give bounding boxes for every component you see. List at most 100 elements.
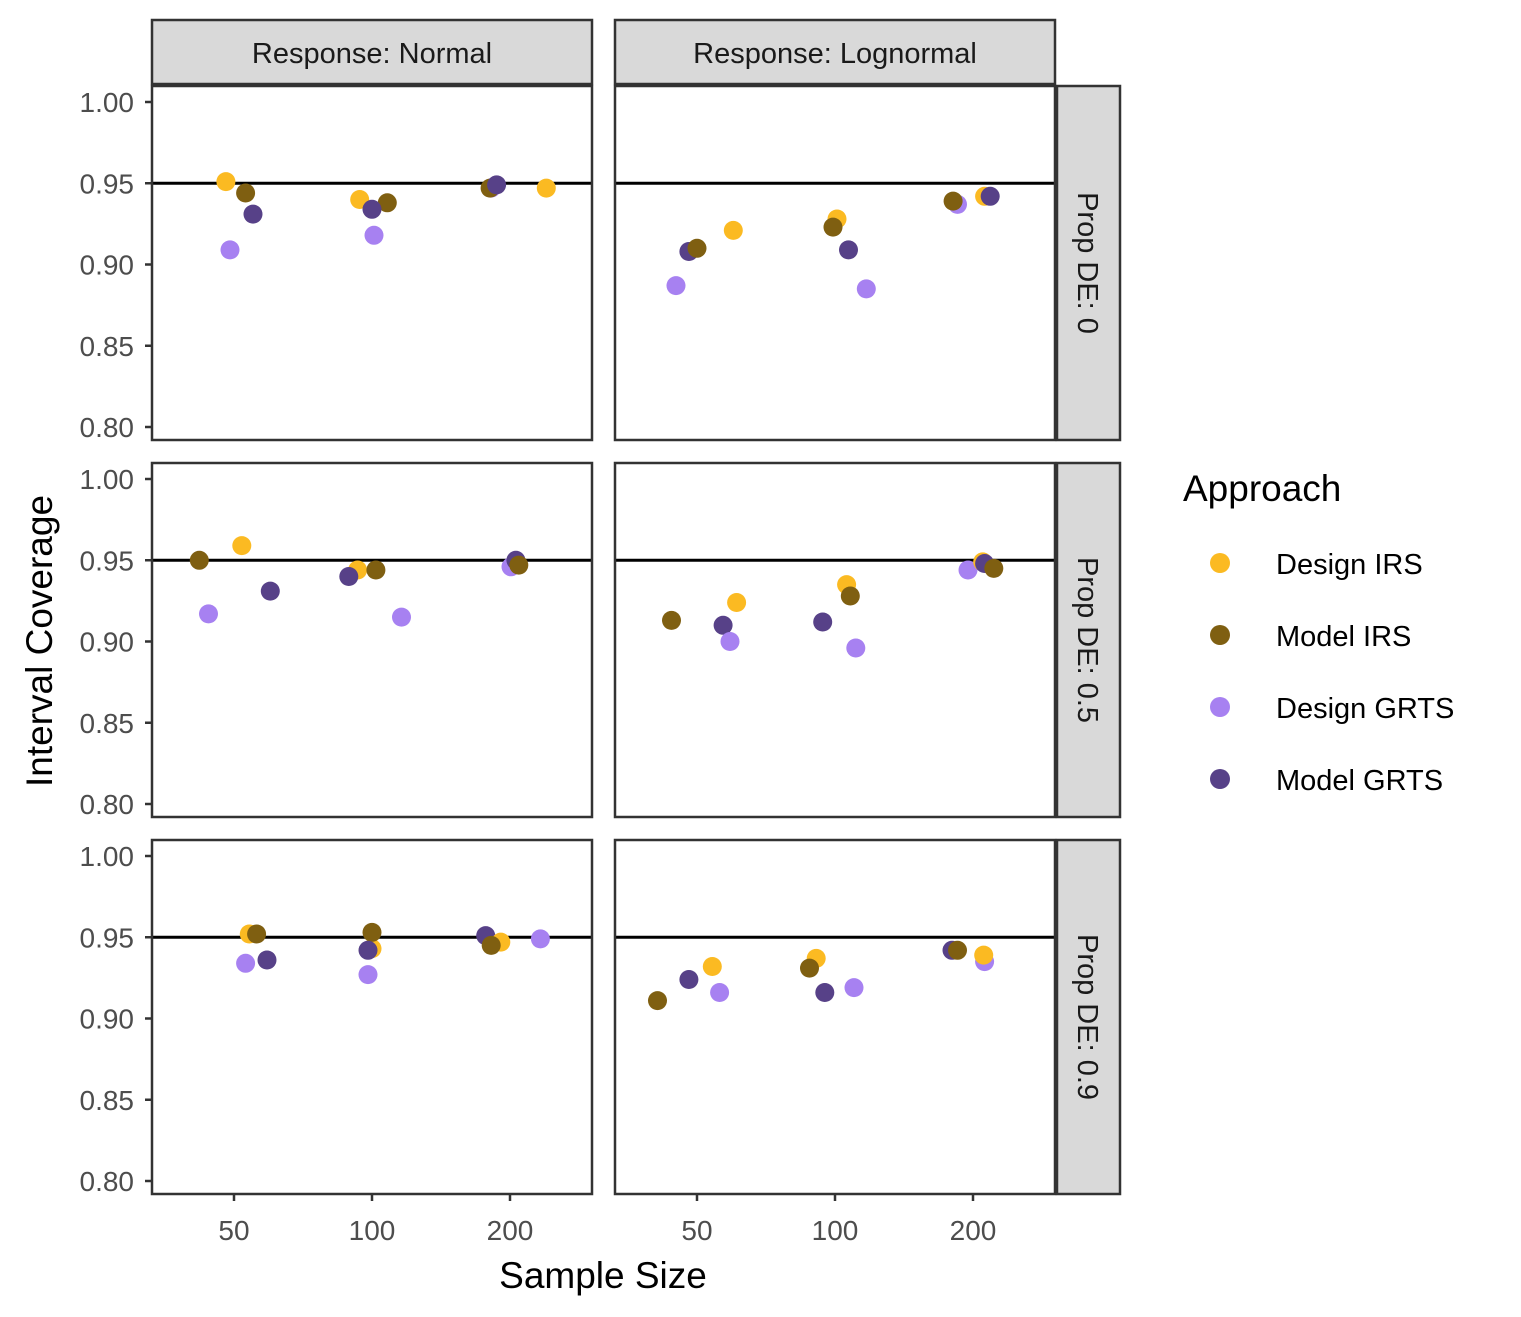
x-tick-label: 200 — [950, 1215, 997, 1246]
panel-border — [150, 838, 594, 1196]
legend-label: Model GRTS — [1276, 765, 1443, 797]
data-point-model-irs — [840, 586, 860, 606]
legend-label: Design GRTS — [1276, 693, 1454, 725]
panel-r2-c1 — [613, 838, 1057, 1196]
y-tick-label: 0.95 — [80, 168, 135, 199]
panel-r2-c0 — [150, 838, 594, 1196]
panel-r1-c1 — [613, 461, 1057, 819]
data-point-model-irs — [648, 991, 667, 1011]
legend-key — [1210, 769, 1230, 789]
y-tick-label: 0.85 — [80, 708, 135, 739]
data-point-model-irs — [189, 550, 209, 570]
data-point-design-grts — [364, 225, 384, 245]
data-point-model-grts — [679, 970, 699, 989]
data-point-model-irs — [509, 555, 529, 575]
y-tick-label: 0.95 — [80, 545, 135, 576]
legend-key — [1210, 553, 1230, 573]
y-tick-label: 1.00 — [80, 841, 135, 872]
y-tick-label: 1.00 — [80, 464, 135, 495]
data-point-design-irs — [727, 593, 747, 612]
data-point-model-irs — [948, 940, 967, 960]
column-strip — [150, 18, 594, 86]
data-point-design-grts — [844, 978, 864, 998]
data-point-model-grts — [243, 204, 263, 224]
y-tick-label: 1.00 — [80, 87, 135, 118]
panel-border — [150, 461, 594, 819]
y-tick-label: 0.80 — [80, 412, 135, 443]
data-point-model-grts — [339, 567, 359, 586]
data-point-design-grts — [846, 638, 866, 658]
data-point-design-grts — [958, 560, 978, 580]
data-point-design-grts — [666, 276, 686, 296]
data-point-model-irs — [366, 560, 386, 580]
x-tick-label: 100 — [349, 1215, 396, 1246]
row-strip — [1055, 84, 1122, 442]
legend-key — [1210, 625, 1230, 645]
panel-r0-c0 — [150, 84, 594, 442]
data-point-design-grts — [358, 965, 378, 985]
data-point-model-grts — [813, 612, 833, 632]
x-axis-title: Sample Size — [499, 1255, 707, 1296]
row-strip-label: Prop DE: 0.9 — [1071, 934, 1103, 1100]
data-point-model-grts — [487, 175, 507, 195]
data-point-design-irs — [702, 957, 722, 976]
data-point-model-irs — [943, 191, 963, 211]
data-point-model-irs — [984, 558, 1004, 578]
data-point-model-grts — [839, 240, 858, 260]
data-point-model-grts — [980, 186, 1000, 206]
y-tick-label: 0.80 — [80, 1166, 135, 1197]
data-point-model-grts — [713, 615, 733, 635]
data-point-design-grts — [220, 240, 240, 260]
column-strip-label: Response: Lognormal — [693, 38, 977, 70]
data-point-design-grts — [720, 632, 740, 651]
x-tick-label: 200 — [487, 1215, 534, 1246]
row-strip-label: Prop DE: 0 — [1071, 192, 1103, 334]
data-point-design-irs — [974, 945, 994, 965]
data-point-design-grts — [199, 604, 218, 624]
panel-border — [613, 838, 1057, 1196]
x-tick-label: 100 — [812, 1215, 859, 1246]
data-point-model-irs — [823, 217, 843, 237]
data-point-design-grts — [236, 953, 256, 973]
panel-r1-c0 — [150, 461, 594, 819]
panel-border — [613, 84, 1057, 442]
y-tick-label: 0.85 — [80, 1085, 135, 1116]
y-tick-label: 0.80 — [80, 789, 135, 820]
column-strip-label: Response: Normal — [252, 38, 492, 70]
data-point-model-grts — [257, 950, 277, 970]
data-point-design-irs — [216, 172, 236, 192]
legend-entry: Design GRTS — [1210, 693, 1454, 725]
data-point-model-irs — [687, 238, 707, 258]
data-point-model-irs — [800, 958, 819, 978]
panel-r0-c1 — [613, 84, 1057, 442]
data-point-model-grts — [815, 983, 835, 1002]
legend-label: Model IRS — [1276, 621, 1411, 653]
legend-key — [1210, 697, 1230, 717]
data-point-model-irs — [481, 935, 501, 955]
data-point-design-grts — [392, 607, 411, 627]
x-tick-label: 50 — [218, 1215, 249, 1246]
row-strip-label: Prop DE: 0.5 — [1071, 557, 1103, 723]
axes-layer: 0.80 0.85 0.90 0.95 1.00 0.80 0.85 0.90 0.95 1.00… — [80, 87, 997, 1246]
data-point-design-irs — [536, 178, 556, 198]
legend-entry: Design IRS — [1210, 549, 1423, 581]
column-strip — [613, 18, 1057, 86]
legend-entries: Design IRS Model IRS Design GRTS Model GRTS — [1210, 549, 1454, 797]
row-strip — [1055, 461, 1122, 819]
legend-label: Design IRS — [1276, 549, 1423, 581]
data-point-model-grts — [358, 940, 378, 960]
data-point-model-grts — [260, 581, 280, 601]
data-point-model-irs — [247, 924, 267, 944]
legend-entry: Model IRS — [1210, 621, 1411, 653]
data-point-design-grts — [530, 929, 550, 949]
panels-layer — [150, 84, 1057, 1196]
x-tick-label: 50 — [681, 1215, 712, 1246]
y-tick-label: 0.95 — [80, 922, 135, 953]
row-strip — [1055, 838, 1122, 1196]
y-axis-title: Interval Coverage — [19, 495, 60, 787]
data-point-model-grts — [362, 199, 382, 219]
panel-border — [613, 461, 1057, 819]
y-tick-label: 0.90 — [80, 1004, 135, 1035]
data-point-model-irs — [236, 183, 256, 203]
y-tick-label: 0.85 — [80, 331, 135, 362]
